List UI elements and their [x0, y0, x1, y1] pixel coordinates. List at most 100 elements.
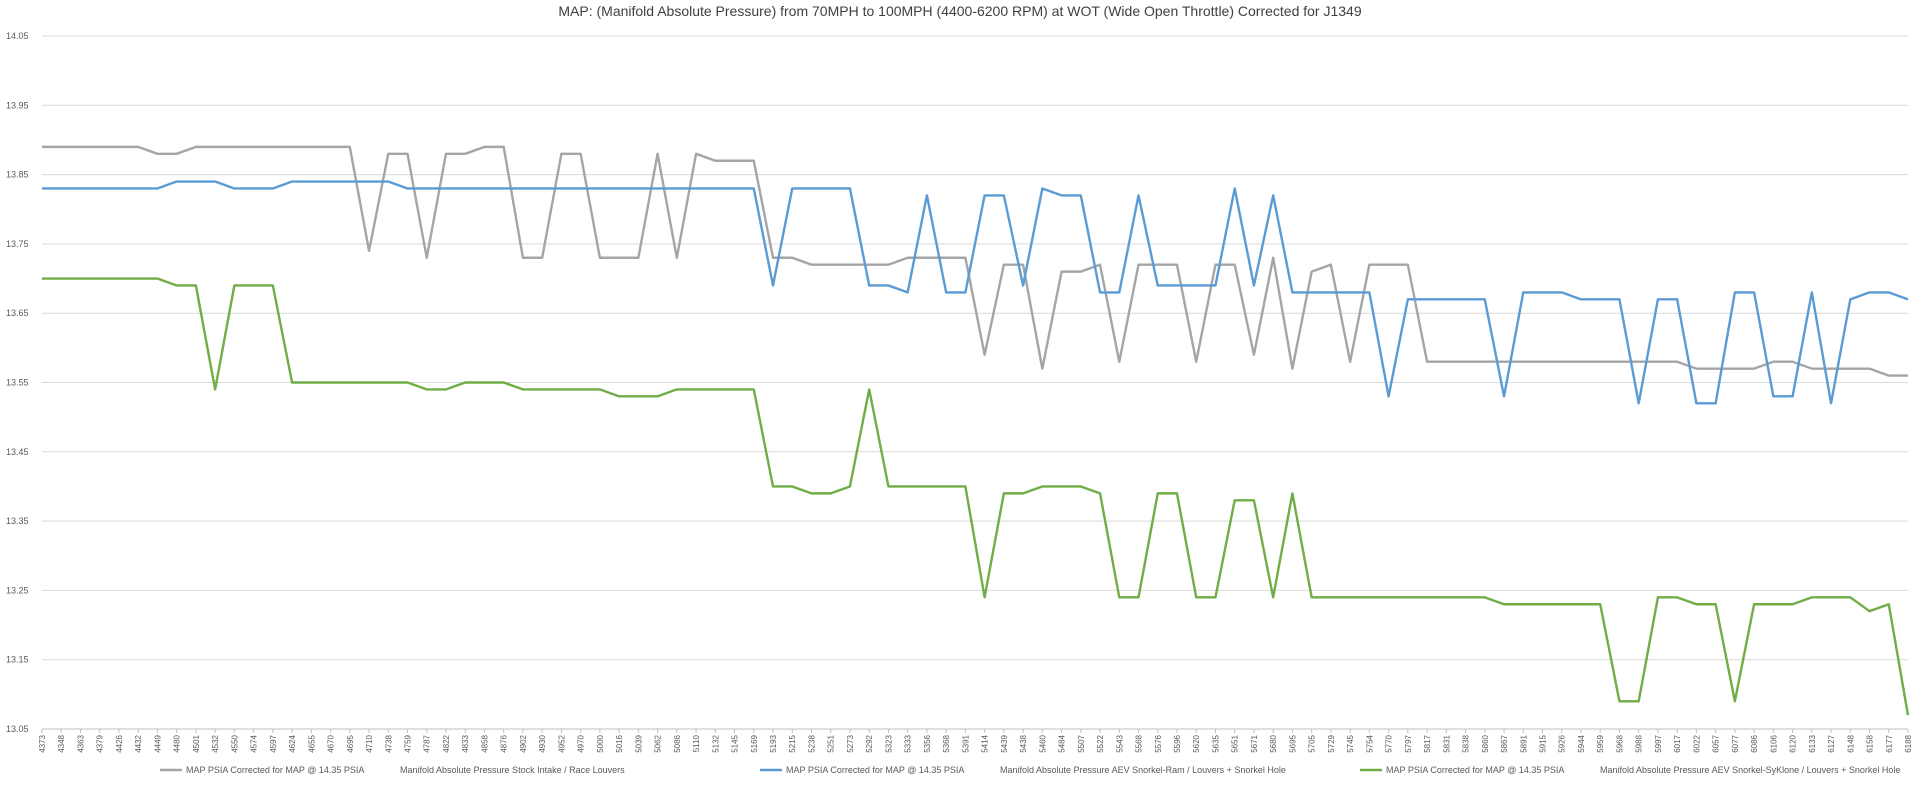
x-tick-label: 5695 [1288, 734, 1297, 752]
x-tick-label: 5596 [1173, 734, 1182, 752]
x-tick-label: 5797 [1404, 734, 1413, 752]
y-tick-label: 13.05 [6, 724, 29, 734]
x-tick-label: 5522 [1096, 734, 1105, 752]
legend-label: Manifold Absolute Pressure Stock Intake … [400, 765, 625, 775]
x-tick-label: 5745 [1346, 734, 1355, 752]
x-tick-label: 6148 [1846, 734, 1855, 752]
x-tick-label: 5438 [1019, 734, 1028, 752]
y-tick-label: 13.75 [6, 239, 29, 249]
y-tick-label: 14.05 [6, 31, 29, 41]
x-tick-label: 5988 [1635, 734, 1644, 752]
x-tick-label: 4822 [442, 734, 451, 752]
x-tick-label: 5323 [884, 734, 893, 752]
legend-label: MAP PSIA Corrected for MAP @ 14.35 PSIA [786, 765, 964, 775]
x-tick-label: 5000 [596, 734, 605, 752]
x-tick-label: 5193 [769, 734, 778, 752]
x-tick-label: 4970 [577, 734, 586, 752]
x-tick-label: 5997 [1654, 734, 1663, 752]
x-tick-label: 5368 [942, 734, 951, 752]
legend-label: Manifold Absolute Pressure AEV Snorkel-R… [1000, 765, 1286, 775]
x-tick-label: 5132 [711, 734, 720, 752]
x-tick-label: 4532 [211, 734, 220, 752]
x-tick-label: 5915 [1538, 734, 1547, 752]
x-tick-label: 5576 [1154, 734, 1163, 752]
x-tick-label: 4787 [423, 734, 432, 752]
x-tick-label: 5968 [1615, 734, 1624, 752]
x-tick-label: 5543 [1115, 734, 1124, 752]
y-tick-label: 13.45 [6, 447, 29, 457]
x-tick-label: 5891 [1519, 734, 1528, 752]
legend-label: Manifold Absolute Pressure AEV Snorkel-S… [1600, 765, 1900, 775]
x-tick-label: 5439 [1000, 734, 1009, 752]
x-tick-label: 5086 [673, 734, 682, 752]
x-tick-label: 4480 [173, 734, 182, 752]
y-tick-label: 13.55 [6, 378, 29, 388]
x-tick-label: 4738 [384, 734, 393, 752]
x-tick-label: 5460 [1038, 734, 1047, 752]
x-tick-label: 5062 [654, 734, 663, 752]
x-tick-label: 5729 [1327, 734, 1336, 752]
x-tick-label: 4902 [519, 734, 528, 752]
x-tick-label: 4348 [57, 734, 66, 752]
y-tick-label: 13.65 [6, 308, 29, 318]
series-line [42, 145, 1908, 377]
x-tick-label: 5145 [731, 734, 740, 752]
chart-title: MAP: (Manifold Absolute Pressure) from 7… [558, 3, 1361, 19]
y-tick-label: 13.15 [6, 655, 29, 665]
x-tick-label: 6177 [1885, 734, 1894, 752]
x-tick-label: 4597 [269, 734, 278, 752]
y-tick-label: 13.25 [6, 585, 29, 595]
x-tick-label: 5391 [961, 734, 970, 752]
x-tick-label: 5507 [1077, 734, 1086, 752]
x-tick-label: 5356 [923, 734, 932, 752]
x-tick-label: 6133 [1808, 734, 1817, 752]
x-tick-label: 5620 [1192, 734, 1201, 752]
x-tick-label: 4501 [192, 734, 201, 752]
x-tick-label: 6022 [1692, 734, 1701, 752]
x-tick-label: 5651 [1231, 734, 1240, 752]
x-tick-label: 4695 [346, 734, 355, 752]
x-tick-label: 5817 [1423, 734, 1432, 752]
x-tick-label: 5705 [1308, 734, 1317, 752]
x-tick-label: 5251 [827, 734, 836, 752]
x-tick-label: 4876 [500, 734, 509, 752]
x-tick-label: 4373 [38, 734, 47, 752]
x-tick-label: 5860 [1481, 734, 1490, 752]
x-tick-label: 4858 [480, 734, 489, 752]
x-tick-label: 6017 [1673, 734, 1682, 752]
x-tick-label: 5635 [1211, 734, 1220, 752]
x-tick-label: 4759 [404, 734, 413, 752]
x-tick-label: 5959 [1596, 734, 1605, 752]
x-tick-label: 5754 [1365, 734, 1374, 752]
x-tick-label: 6158 [1866, 734, 1875, 752]
x-tick-label: 4426 [115, 734, 124, 752]
x-tick-label: 4655 [307, 734, 316, 752]
y-tick-label: 13.95 [6, 100, 29, 110]
x-tick-label: 4379 [96, 734, 105, 752]
y-tick-label: 13.35 [6, 516, 29, 526]
x-tick-label: 4574 [250, 734, 259, 752]
legend-label: MAP PSIA Corrected for MAP @ 14.35 PSIA [1386, 765, 1564, 775]
x-tick-label: 5671 [1250, 734, 1259, 752]
x-tick-label: 5414 [981, 734, 990, 752]
x-tick-label: 6127 [1827, 734, 1836, 752]
x-tick-label: 5867 [1500, 734, 1509, 752]
x-tick-label: 4710 [365, 734, 374, 752]
x-tick-label: 5770 [1385, 734, 1394, 752]
x-tick-label: 5831 [1442, 734, 1451, 752]
x-tick-label: 5333 [904, 734, 913, 752]
x-tick-label: 5110 [692, 734, 701, 752]
series-line [42, 277, 1910, 716]
x-tick-label: 5926 [1558, 734, 1567, 752]
x-tick-label: 4363 [76, 734, 85, 752]
x-tick-label: 5169 [750, 734, 759, 752]
x-tick-label: 5838 [1462, 734, 1471, 752]
x-tick-label: 5039 [634, 734, 643, 752]
x-tick-label: 5944 [1577, 734, 1586, 752]
x-tick-label: 4432 [134, 734, 143, 752]
x-tick-label: 6077 [1731, 734, 1740, 752]
x-tick-label: 5680 [1269, 734, 1278, 752]
legend-label: MAP PSIA Corrected for MAP @ 14.35 PSIA [186, 765, 364, 775]
x-tick-label: 5292 [865, 734, 874, 752]
